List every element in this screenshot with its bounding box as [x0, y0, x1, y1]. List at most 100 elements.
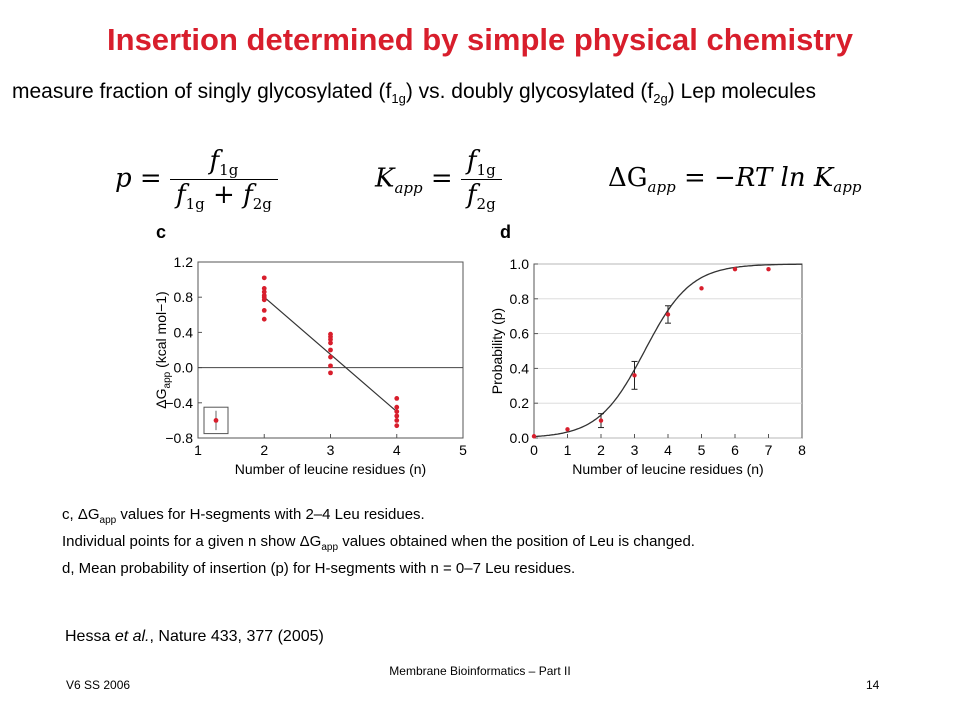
subtitle-text-2: ) vs. doubly glycosylated (f: [405, 80, 654, 103]
formula-kapp-fraction: f1g f2g: [460, 146, 502, 214]
formula-p-den-f1: f: [175, 180, 186, 211]
data-point: [394, 413, 400, 419]
x-tick-label: 2: [597, 442, 605, 458]
slide-subtitle: measure fraction of singly glycosylated …: [12, 80, 952, 106]
formula-p-lhs: p: [115, 163, 132, 194]
caption-line-3: d, Mean probability of insertion (p) for…: [62, 560, 576, 577]
chart-c: c 1 2 3 4 5 −0.8 −0.4 0.0 0.4 0.8 1.2 Number of leu…: [153, 222, 467, 477]
data-point: [261, 286, 267, 291]
caption-2-sub: app: [321, 542, 339, 553]
x-tick-label: 1: [564, 442, 572, 458]
x-tick-label: 7: [765, 442, 773, 458]
subtitle-sub-1: 1g: [391, 91, 406, 107]
x-tick-label: 3: [327, 442, 335, 458]
data-point: [328, 340, 333, 346]
data-point: [732, 267, 738, 272]
data-point: [766, 267, 771, 272]
formula-kapp-num-sub: 1g: [476, 161, 496, 180]
y-axis-label: Probability (p): [489, 308, 505, 394]
data-point: [261, 308, 267, 313]
formula-dg-rhs: = −RT ln K: [683, 163, 834, 193]
formula-kapp: Kapp = f1g f2g: [375, 146, 502, 213]
fit-line: [263, 296, 398, 413]
reference-rest: , Nature 433, 377 (2005): [149, 628, 324, 645]
data-point: [531, 434, 537, 439]
formula-kapp-k: K: [375, 163, 395, 194]
subtitle-text-1: measure fraction of singly glycosylated …: [12, 80, 392, 103]
footer-left: V6 SS 2006: [66, 678, 131, 692]
formula-kapp-den-sub: 2g: [476, 195, 496, 214]
data-point: [261, 297, 267, 303]
reference: Hessa et al., Nature 433, 377 (2005): [65, 628, 324, 646]
formula-kapp-den-f: f: [466, 180, 477, 211]
formula-p-num-f: f: [209, 146, 220, 176]
y-tick-label: 1.2: [174, 254, 194, 270]
y-tick-label: −0.4: [165, 395, 193, 411]
x-tick-label: 8: [798, 442, 806, 458]
caption-1-pre: c, ΔG: [62, 506, 100, 523]
reference-authors: Hessa: [65, 628, 111, 645]
data-point: [632, 373, 637, 378]
data-point: [394, 409, 400, 414]
caption-1-sub: app: [99, 515, 117, 526]
data-point: [394, 418, 400, 423]
formula-dg-lhs-sub: app: [647, 178, 676, 197]
y-tick-label: 0.4: [174, 324, 194, 340]
subtitle-text-3: ) Lep molecules: [667, 80, 816, 103]
chart-d: d 0 1 2 3 4 5 6 7 8 0.0 0.2 0.4 0.6 0.8 1.0 Number of l…: [489, 222, 806, 477]
caption-2-post: values obtained when the position of Leu…: [338, 533, 695, 550]
data-point: [394, 423, 400, 429]
x-tick-label: 5: [698, 442, 706, 458]
data-point: [328, 347, 333, 353]
y-axis-label: ΔGapp (kcal mol−1): [153, 291, 173, 408]
y-tick-label: 0.0: [510, 430, 530, 446]
data-point: [328, 370, 333, 376]
data-point: [598, 418, 604, 423]
formula-dg-lhs: ΔG: [608, 163, 648, 193]
formula-p-fraction: f1g f1g + f2g: [169, 146, 278, 214]
y-tick-label: 0.4: [510, 360, 530, 376]
formula-dg: ΔGapp = −RT ln Kapp: [608, 163, 861, 196]
formula-p-den-f2: f: [243, 180, 253, 211]
inset-point: [213, 418, 219, 423]
formula-dg-rhs-sub: app: [833, 178, 862, 197]
data-point: [261, 275, 267, 281]
data-point: [328, 337, 333, 342]
y-tick-label: 0.8: [174, 289, 194, 305]
page-number: 14: [866, 678, 880, 692]
data-point: [328, 363, 333, 369]
x-tick-label: 4: [393, 442, 401, 458]
data-point: [394, 404, 400, 410]
x-axis-label: Number of leucine residues (n): [572, 461, 763, 477]
y-tick-label: 0.8: [510, 291, 530, 307]
x-tick-label: 6: [731, 442, 739, 458]
panel-letter-d: d: [500, 222, 511, 242]
reference-etal: et al.: [114, 628, 150, 645]
y-tick-label: −0.8: [165, 430, 193, 446]
formula-p: p = f1g f1g + f2g: [115, 146, 278, 213]
x-axis-label: Number of leucine residues (n): [235, 461, 426, 477]
data-point: [261, 289, 267, 295]
data-point: [699, 286, 704, 291]
plot-frame: [533, 263, 803, 439]
x-tick-label: 1: [194, 442, 202, 458]
data-point: [261, 316, 267, 322]
x-tick-label: 4: [664, 442, 672, 458]
caption-line-1: c, ΔGapp values for H-segments with 2–4 …: [62, 506, 425, 526]
formula-kapp-sub: app: [394, 178, 423, 197]
data-point: [394, 396, 400, 401]
x-tick-label: 2: [260, 442, 268, 458]
y-tick-label: 0.2: [510, 395, 530, 411]
formula-p-den-sub1: 1g: [185, 195, 205, 214]
data-point: [328, 354, 333, 360]
fit-curve: [533, 263, 802, 438]
formula-kapp-num-f: f: [466, 146, 477, 176]
formula-p-den-sub2: 2g: [252, 195, 272, 214]
x-tick-label: 3: [631, 442, 639, 458]
x-tick-label: 5: [459, 442, 467, 458]
subtitle-sub-2: 2g: [653, 91, 668, 107]
data-point: [665, 312, 671, 317]
y-tick-label: 0.0: [174, 360, 194, 376]
panel-letter-c: c: [156, 222, 166, 242]
y-tick-label: 0.6: [510, 326, 530, 342]
